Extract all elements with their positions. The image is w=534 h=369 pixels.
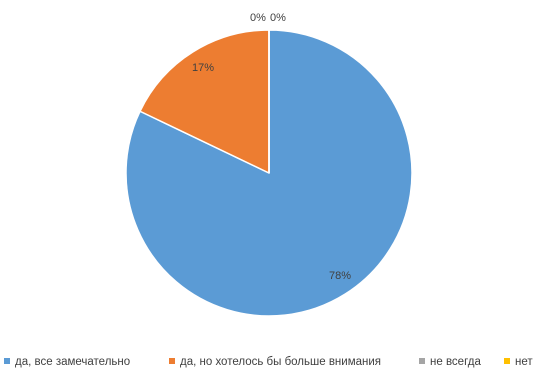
legend-label-no: нет <box>515 356 533 368</box>
legend-label-not-always: не всегда <box>430 356 481 368</box>
legend-swatch-not-always <box>419 358 425 364</box>
pie-value-labels: 78% 17% 0% 0% <box>192 12 351 282</box>
legend-item-no: нет <box>504 356 533 368</box>
legend-item-all-good: да, все замечательно <box>4 356 130 368</box>
legend-item-not-always: не всегда <box>419 356 481 368</box>
legend-swatch-no <box>504 358 510 364</box>
pie-slices <box>125 29 413 317</box>
slice-label-all-good: 78% <box>329 270 351 282</box>
legend-item-more-attention: да, но хотелось бы больше внимания <box>169 356 381 368</box>
legend-swatch-all-good <box>4 358 10 364</box>
slice-label-no: 0% <box>270 12 286 24</box>
legend-label-all-good: да, все замечательно <box>15 356 130 368</box>
legend-swatch-more-attention <box>169 358 175 364</box>
slice-label-more-attention: 17% <box>192 62 214 74</box>
pie-slice-more-attention <box>139 29 270 174</box>
legend-label-more-attention: да, но хотелось бы больше внимания <box>180 356 381 368</box>
legend: да, все замечательно да, но хотелось бы … <box>4 356 533 368</box>
slice-label-not-always: 0% <box>250 12 266 24</box>
